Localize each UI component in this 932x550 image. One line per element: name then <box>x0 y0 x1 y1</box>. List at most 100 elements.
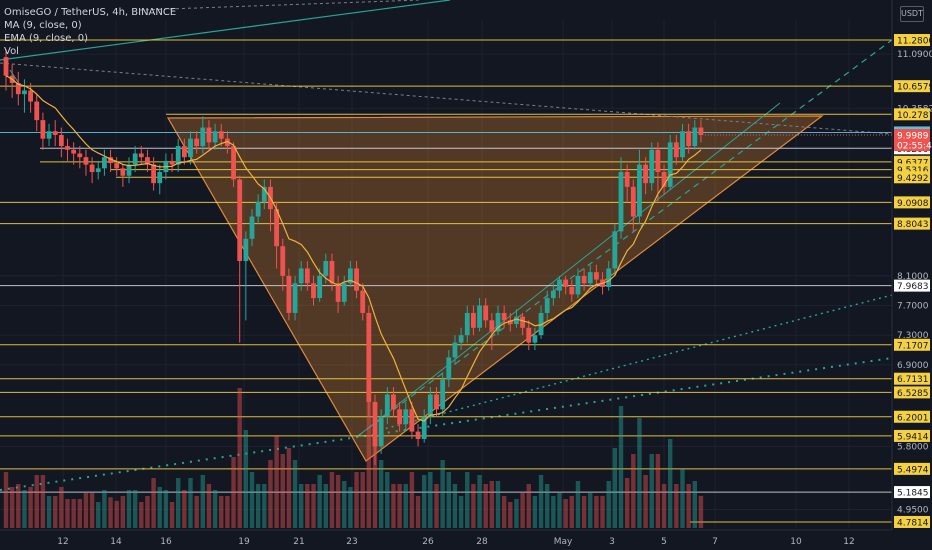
volume-bar <box>305 484 310 528</box>
volume-bar <box>403 484 408 528</box>
volume-bar <box>3 472 9 528</box>
volume-bar <box>317 475 322 528</box>
volume-bar <box>551 496 556 528</box>
price-level-tag <box>894 217 930 230</box>
candle-body <box>606 268 612 287</box>
time-tick-label: 21 <box>293 537 304 547</box>
candle <box>311 275 316 306</box>
volume-bar <box>569 496 574 528</box>
candle <box>440 372 446 417</box>
candle <box>181 138 187 165</box>
price-level-label: 8.8043 <box>894 217 930 230</box>
volume-bar <box>563 499 568 528</box>
price-level-label: 6.2001 <box>894 410 930 423</box>
volume-bar <box>342 481 347 528</box>
candle <box>151 157 156 191</box>
price-level-text: 4.7814 <box>897 518 929 528</box>
candle-body <box>698 127 704 135</box>
candle-body <box>34 101 40 121</box>
volume-bar <box>360 472 365 528</box>
price-level-label: 6.7131 <box>894 372 930 385</box>
candle <box>538 305 544 339</box>
candle <box>673 134 679 165</box>
candle-body <box>587 272 593 284</box>
candle-body <box>440 379 446 410</box>
volume-bar <box>366 388 372 528</box>
candle-body <box>366 312 372 402</box>
candle-body <box>108 157 113 164</box>
volume-bar <box>452 484 458 528</box>
candle-body <box>692 127 698 147</box>
candle <box>341 275 347 306</box>
price-tick-label: 11.0900 <box>897 50 932 60</box>
time-tick-label: 28 <box>476 537 488 547</box>
candle <box>489 312 495 351</box>
candle-body <box>446 357 452 380</box>
candle-body <box>169 160 175 165</box>
candle-body <box>77 153 83 158</box>
candle-body <box>175 146 181 165</box>
volume-bar <box>323 484 328 528</box>
candle <box>157 164 163 195</box>
candle <box>415 424 421 447</box>
volume-bar <box>643 475 648 528</box>
candle-body <box>255 201 261 217</box>
candle-body <box>200 127 206 147</box>
candle <box>34 94 40 132</box>
candle <box>52 120 58 147</box>
time-tick-label: 26 <box>422 537 434 547</box>
candle <box>550 283 556 306</box>
price-level-text: 10.6579 <box>897 83 932 93</box>
candle-body <box>575 275 581 295</box>
candle <box>624 164 630 202</box>
price-tick-label: 6.9000 <box>897 361 929 371</box>
candle <box>667 134 673 191</box>
symbol-title[interactable]: OmiseGO / TetherUS, 4h, BINANCE <box>4 7 177 18</box>
candle-body <box>206 127 212 143</box>
candle-body <box>630 186 636 217</box>
candle-body <box>243 238 249 262</box>
candle <box>483 298 489 328</box>
volume-bar <box>182 490 187 528</box>
volume-indicator-label[interactable]: Vol <box>4 46 19 57</box>
price-level-tag <box>894 429 930 442</box>
candle-body <box>526 327 532 343</box>
volume-bar <box>588 493 593 528</box>
candle <box>95 160 101 180</box>
candle <box>200 116 206 154</box>
volume-bar <box>624 478 630 528</box>
time-tick-label: 12 <box>57 537 68 547</box>
price-level-label: 6.5285 <box>894 386 930 399</box>
volume-bar <box>280 454 285 528</box>
volume-bar <box>40 475 46 528</box>
candle <box>520 312 525 336</box>
ema-indicator-label[interactable]: EMA (9, close, 0) <box>4 33 88 44</box>
candle <box>225 131 230 154</box>
volume-bar <box>489 481 495 528</box>
candle <box>501 305 507 328</box>
resistance-dashed-line <box>0 62 893 135</box>
volume-bar <box>16 484 21 528</box>
candle-body <box>335 283 341 302</box>
top-dashed-line <box>139 0 421 11</box>
currency-button[interactable]: USDT <box>900 6 924 22</box>
candle-body <box>212 131 218 143</box>
volume-bar <box>545 484 550 528</box>
candle <box>243 231 249 321</box>
volume-bar <box>508 502 513 528</box>
candle <box>495 305 501 336</box>
candle-body <box>304 268 310 284</box>
current-price-value: 9.9989 <box>897 132 929 142</box>
candle-body <box>360 290 366 313</box>
candle <box>329 253 335 291</box>
volume-bar <box>200 475 205 528</box>
price-level-text: 7.1707 <box>897 341 929 351</box>
volume-bar <box>378 460 384 528</box>
candle <box>89 157 95 184</box>
time-axis[interactable]: 12 14 16 19 21 23 26 28 May 3 5 7 10 12 <box>0 529 892 547</box>
volume-bar <box>477 475 482 528</box>
price-axis[interactable]: 11.090010.35828.10007.70007.30006.90005.… <box>704 0 932 550</box>
price-level-text: 9.5316 <box>897 166 929 176</box>
ma-indicator-label[interactable]: MA (9, close, 0) <box>4 20 82 31</box>
